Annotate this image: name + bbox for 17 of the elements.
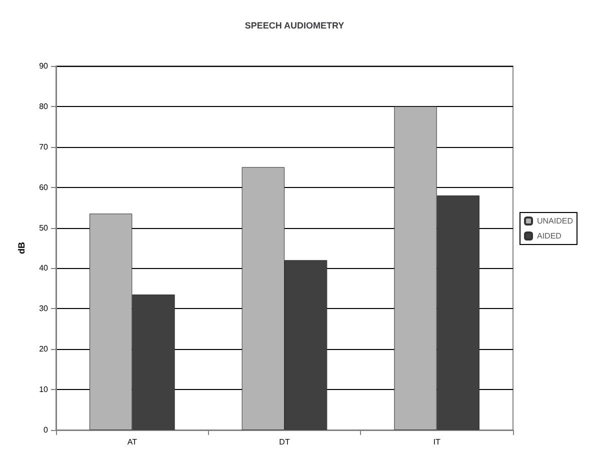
- x-tick-label: AT: [127, 438, 138, 446]
- legend-label: UNAIDED: [536, 216, 574, 226]
- x-tick-label: IT: [433, 438, 440, 446]
- y-tick-label: 30: [39, 304, 49, 314]
- y-tick-label: 0: [44, 426, 49, 434]
- y-axis-title: dB: [16, 242, 26, 254]
- y-tick-label: 70: [39, 142, 49, 152]
- legend-label: AIDED: [536, 232, 562, 240]
- y-tick-label: 50: [39, 223, 49, 232]
- y-tick-label: 90: [39, 62, 49, 70]
- y-tick-label: 10: [39, 385, 49, 394]
- y-tick-label: 40: [39, 264, 49, 273]
- y-tick-label: 60: [39, 182, 49, 192]
- x-tick-label: DT: [279, 438, 290, 446]
- y-tick-label: 80: [39, 102, 49, 111]
- y-tick-label: 20: [39, 344, 49, 354]
- chart-title: SPEECH AUDIOMETRY: [244, 20, 344, 30]
